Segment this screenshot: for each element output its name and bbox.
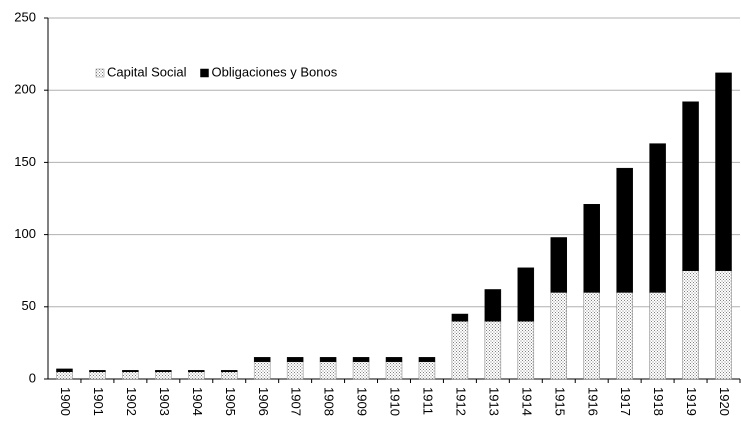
x-tick-label: 1904 — [190, 387, 205, 416]
bar-segment — [517, 267, 535, 322]
x-tick-label: 1915 — [552, 387, 567, 416]
bar-segment — [253, 357, 271, 362]
bar-segment — [319, 357, 337, 362]
bar-segment — [286, 357, 304, 362]
bar-segment — [484, 289, 502, 322]
bar-segment — [253, 361, 271, 380]
x-tick-label: 1900 — [58, 387, 73, 416]
x-tick-label: 1918 — [651, 387, 666, 416]
legend-swatch — [200, 68, 209, 78]
bar-segment — [122, 370, 139, 373]
legend-label: Capital Social — [107, 64, 187, 79]
x-tick-label: 1920 — [717, 387, 732, 416]
x-tick-label: 1911 — [421, 387, 436, 415]
x-tick-label: 1907 — [289, 387, 304, 416]
bar-segment — [583, 292, 600, 380]
bar-segment — [550, 292, 568, 380]
y-tick-label: 200 — [14, 82, 36, 97]
bar-segment — [89, 370, 106, 373]
x-tick-label: 1908 — [322, 387, 337, 416]
x-tick-label: 1914 — [519, 387, 534, 416]
bar-segment — [155, 371, 172, 380]
x-tick-label: 1905 — [223, 387, 238, 416]
bar-segment — [220, 371, 238, 380]
bar-segment — [583, 204, 600, 293]
bar-segment — [649, 143, 666, 293]
bar-segment — [122, 371, 139, 380]
x-tick-label: 1919 — [684, 387, 699, 416]
x-tick-label: 1902 — [124, 387, 139, 416]
bar-segment — [616, 167, 633, 293]
x-tick-label: 1910 — [388, 387, 403, 416]
y-tick-label: 50 — [22, 298, 36, 313]
bar-segment — [188, 371, 205, 380]
x-tick-label: 1903 — [157, 387, 172, 416]
legend-label: Obligaciones y Bonos — [212, 64, 338, 79]
x-tick-label: 1912 — [453, 387, 468, 416]
x-tick-label: 1909 — [355, 387, 370, 416]
x-tick-label: 1916 — [585, 387, 600, 416]
bar-segment — [56, 368, 73, 373]
bar-segment — [56, 371, 73, 380]
bar-segment — [319, 361, 337, 380]
bar-segment — [220, 370, 238, 373]
bar-segment — [451, 313, 469, 322]
bar-segment — [188, 370, 205, 373]
bar-segment — [155, 370, 172, 373]
bar-segment — [352, 361, 370, 380]
bar-segment — [484, 320, 502, 380]
bar-segment — [286, 361, 304, 380]
x-tick-label: 1917 — [618, 387, 633, 416]
y-tick-label: 0 — [29, 370, 36, 385]
bar-segment — [649, 292, 666, 380]
y-tick-label: 250 — [14, 9, 36, 24]
bar-segment — [517, 320, 535, 380]
x-tick-label: 1901 — [91, 387, 106, 416]
bar-segment — [385, 357, 403, 362]
bar-segment — [418, 361, 436, 380]
legend-swatch — [95, 68, 105, 78]
bar-segment — [682, 101, 699, 271]
bar-segment — [418, 357, 436, 362]
bar-segment — [385, 361, 403, 380]
bar-segment — [715, 72, 732, 271]
bar-segment — [616, 292, 633, 380]
bar-segment — [550, 237, 568, 293]
x-tick-label: 1913 — [486, 387, 501, 416]
bar-segment — [715, 270, 732, 380]
bar-segment — [451, 320, 469, 380]
bar-segment — [352, 357, 370, 362]
y-tick-label: 100 — [14, 226, 36, 241]
bar-segment — [682, 270, 699, 380]
bar-segment — [89, 371, 106, 380]
x-tick-label: 1906 — [256, 387, 271, 416]
y-tick-label: 150 — [14, 154, 36, 169]
